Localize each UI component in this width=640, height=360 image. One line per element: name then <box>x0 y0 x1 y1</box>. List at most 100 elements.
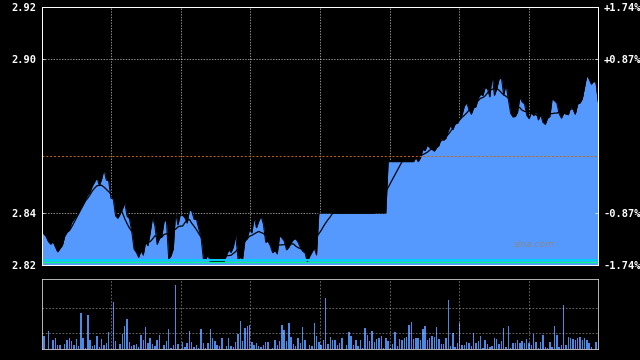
Bar <box>284 330 285 349</box>
Bar <box>295 346 296 349</box>
Bar <box>184 347 186 349</box>
Bar <box>440 344 442 349</box>
Bar <box>561 345 562 349</box>
Bar <box>314 323 315 349</box>
Bar <box>292 344 294 349</box>
Bar <box>55 338 56 349</box>
Bar <box>459 323 460 349</box>
Bar <box>531 345 532 349</box>
Bar <box>99 347 100 349</box>
Bar <box>464 345 465 349</box>
Bar <box>244 328 246 349</box>
Bar <box>434 337 435 349</box>
Bar <box>186 343 188 349</box>
Bar <box>298 338 299 349</box>
Bar <box>318 342 319 349</box>
Bar <box>249 325 250 349</box>
Bar <box>230 346 232 349</box>
Bar <box>48 330 49 349</box>
Bar <box>598 338 599 349</box>
Bar <box>559 347 560 349</box>
Bar <box>357 346 359 349</box>
Bar <box>272 348 273 349</box>
Bar <box>90 339 91 349</box>
Bar <box>159 335 160 349</box>
Bar <box>387 341 389 349</box>
Bar <box>166 341 167 349</box>
Bar <box>454 347 456 349</box>
Bar <box>152 344 153 349</box>
Bar <box>519 343 520 349</box>
Bar <box>44 336 45 349</box>
Bar <box>154 346 156 349</box>
Bar <box>302 327 303 349</box>
Bar <box>80 313 81 349</box>
Bar <box>175 285 176 349</box>
Bar <box>476 343 477 349</box>
Bar <box>321 345 322 349</box>
Bar <box>351 336 352 349</box>
Bar <box>549 342 550 349</box>
Bar <box>517 340 518 349</box>
Bar <box>209 329 211 349</box>
Bar <box>506 347 507 349</box>
Bar <box>401 340 403 349</box>
Bar <box>568 337 569 349</box>
Bar <box>378 338 380 349</box>
Bar <box>253 345 255 349</box>
Bar <box>268 342 269 349</box>
Bar <box>163 345 164 349</box>
Bar <box>246 326 248 349</box>
Bar <box>122 334 123 349</box>
Bar <box>362 348 364 349</box>
Bar <box>258 346 259 349</box>
Bar <box>542 334 543 349</box>
Bar <box>316 336 317 349</box>
Bar <box>304 340 306 349</box>
Bar <box>575 340 576 349</box>
Bar <box>484 340 486 349</box>
Bar <box>411 322 412 349</box>
Bar <box>392 345 394 349</box>
Bar <box>147 343 148 349</box>
Bar <box>328 345 329 349</box>
Bar <box>480 336 481 349</box>
Bar <box>399 339 401 349</box>
Bar <box>288 323 289 349</box>
Bar <box>106 343 107 349</box>
Bar <box>468 343 470 349</box>
Bar <box>526 339 527 349</box>
Bar <box>286 341 287 349</box>
Bar <box>552 347 553 349</box>
Bar <box>332 340 333 349</box>
Bar <box>173 345 174 349</box>
Bar <box>207 343 209 349</box>
Bar <box>233 347 234 349</box>
Bar <box>540 342 541 349</box>
Bar <box>68 338 70 349</box>
Bar <box>385 338 387 349</box>
Bar <box>394 333 396 349</box>
Bar <box>529 343 530 349</box>
Bar <box>235 342 236 349</box>
Bar <box>397 346 398 349</box>
Bar <box>214 341 216 349</box>
Bar <box>404 338 405 349</box>
Bar <box>67 340 68 349</box>
Bar <box>383 347 384 349</box>
Bar <box>180 348 181 349</box>
Bar <box>415 338 417 349</box>
Bar <box>427 339 428 349</box>
Bar <box>369 341 371 349</box>
Bar <box>445 338 447 349</box>
Bar <box>131 346 132 349</box>
Bar <box>64 344 65 349</box>
Bar <box>477 341 479 349</box>
Bar <box>309 345 310 349</box>
Bar <box>438 339 440 349</box>
Bar <box>52 339 54 349</box>
Bar <box>85 348 86 349</box>
Bar <box>145 327 147 349</box>
Bar <box>325 297 326 349</box>
Bar <box>353 345 354 349</box>
